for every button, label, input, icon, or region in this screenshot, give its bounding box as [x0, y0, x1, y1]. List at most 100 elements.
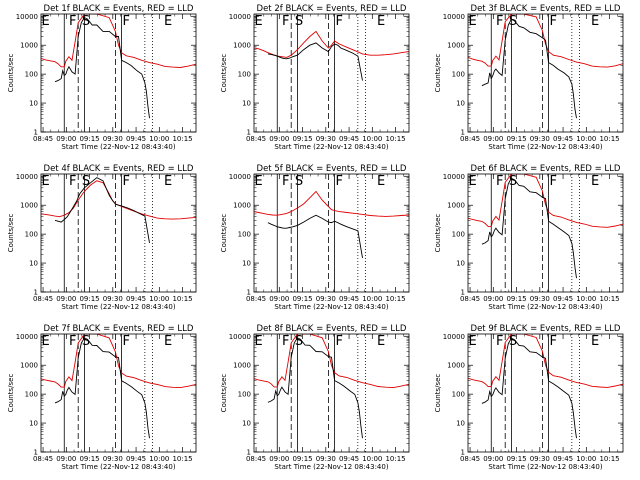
interval-marker: F	[336, 334, 343, 349]
y-axis-label: Counts/sec	[7, 54, 15, 93]
detector-plot-4: Det 4f BLACK = Events, RED = LLD Start Ti…	[7, 164, 197, 311]
x-tick-label: 08:45	[460, 135, 480, 143]
y-tick-label: 1	[247, 289, 251, 297]
y-tick-label: 10000	[443, 13, 465, 21]
x-tick-label: 09:00	[483, 455, 503, 463]
y-tick-label: 10	[456, 420, 465, 428]
x-tick-label: 10:00	[149, 455, 169, 463]
interval-marker: E	[255, 14, 263, 29]
x-axis-label: Start Time (22-Nov-12 08:43:40)	[488, 303, 602, 311]
x-tick-label: 08:45	[246, 135, 266, 143]
y-tick-label: 1	[461, 289, 465, 297]
x-tick-label: 09:45	[553, 295, 573, 303]
detector-plot-5: Det 5f BLACK = Events, RED = LLD Start Ti…	[220, 164, 410, 311]
y-tick-label: 1	[34, 289, 38, 297]
events-series-line	[481, 18, 577, 119]
events-series-line	[481, 337, 577, 439]
x-tick-label: 09:45	[553, 135, 573, 143]
x-tick-label: 08:45	[246, 455, 266, 463]
interval-marker: S	[509, 14, 517, 29]
x-tick-label: 08:45	[246, 295, 266, 303]
x-tick-label: 09:45	[126, 295, 146, 303]
interval-marker: F	[550, 334, 557, 349]
y-tick-label: 1	[247, 449, 251, 457]
interval-marker: S	[509, 174, 517, 189]
interval-marker: E	[377, 334, 385, 349]
y-tick-label: 10	[242, 100, 251, 108]
x-tick-label: 10:00	[149, 295, 169, 303]
plot-title: Det 7f BLACK = Events, RED = LLD	[44, 324, 194, 334]
plot-title: Det 3f BLACK = Events, RED = LLD	[471, 4, 621, 14]
detector-plot-9: Det 9f BLACK = Events, RED = LLD Start Ti…	[434, 324, 624, 471]
x-tick-label: 09:45	[339, 455, 359, 463]
x-axis-label: Start Time (22-Nov-12 08:43:40)	[274, 463, 388, 471]
plot-frame	[253, 13, 410, 133]
x-tick-label: 09:00	[269, 135, 289, 143]
x-tick-label: 09:00	[269, 455, 289, 463]
interval-marker: E	[377, 14, 385, 29]
y-tick-label: 1000	[233, 42, 251, 50]
x-axis-label: Start Time (22-Nov-12 08:43:40)	[274, 303, 388, 311]
x-tick-label: 09:15	[506, 295, 526, 303]
y-tick-label: 1000	[447, 202, 465, 210]
x-tick-label: 09:45	[126, 135, 146, 143]
plot-title: Det 6f BLACK = Events, RED = LLD	[471, 164, 621, 174]
detector-plot-1: Det 1f BLACK = Events, RED = LLD Start Ti…	[7, 4, 197, 151]
y-tick-label: 10000	[16, 13, 38, 21]
interval-marker: S	[295, 14, 303, 29]
events-series-line	[54, 17, 150, 119]
y-tick-label: 100	[238, 71, 251, 79]
x-tick-label: 09:15	[79, 455, 99, 463]
lld-series-line	[468, 174, 623, 228]
x-tick-label: 09:15	[79, 295, 99, 303]
x-tick-label: 10:15	[172, 295, 192, 303]
y-tick-label: 1000	[20, 42, 38, 50]
interval-marker: F	[496, 14, 503, 29]
events-series-line	[267, 337, 363, 439]
plot-title: Det 4f BLACK = Events, RED = LLD	[44, 164, 194, 174]
interval-marker: E	[255, 174, 263, 189]
y-axis-label: Counts/sec	[7, 374, 15, 413]
y-tick-label: 10000	[443, 173, 465, 181]
y-axis-label: Counts/sec	[220, 374, 228, 413]
x-tick-label: 10:15	[385, 135, 405, 143]
interval-marker: E	[469, 174, 477, 189]
x-tick-label: 10:00	[576, 455, 596, 463]
y-axis-label: Counts/sec	[434, 54, 442, 93]
x-axis-label: Start Time (22-Nov-12 08:43:40)	[274, 143, 388, 151]
interval-marker: S	[82, 14, 90, 29]
y-tick-label: 1	[34, 129, 38, 137]
y-tick-label: 10000	[229, 333, 251, 341]
interval-marker: F	[69, 14, 76, 29]
x-tick-label: 09:00	[56, 135, 76, 143]
x-tick-label: 09:00	[483, 295, 503, 303]
y-axis-label: Counts/sec	[220, 54, 228, 93]
plot-frame	[467, 333, 624, 453]
interval-marker: E	[42, 334, 50, 349]
interval-marker: E	[164, 334, 172, 349]
plot-title: Det 5f BLACK = Events, RED = LLD	[257, 164, 407, 174]
y-tick-label: 10000	[443, 333, 465, 341]
x-tick-label: 09:45	[339, 135, 359, 143]
plot-frame	[253, 333, 410, 453]
y-tick-label: 1000	[233, 362, 251, 370]
x-tick-label: 08:45	[33, 295, 53, 303]
lld-series-line	[41, 334, 196, 389]
plot-frame	[253, 173, 410, 293]
x-tick-label: 10:00	[362, 135, 382, 143]
plot-frame	[467, 173, 624, 293]
x-tick-label: 09:00	[56, 295, 76, 303]
x-tick-label: 09:45	[339, 295, 359, 303]
x-tick-label: 09:00	[269, 295, 289, 303]
plot-frame	[40, 13, 197, 133]
x-tick-label: 08:45	[460, 295, 480, 303]
plot-frame	[40, 173, 197, 293]
y-tick-label: 1	[461, 449, 465, 457]
lld-series-line	[468, 334, 623, 388]
y-tick-label: 10	[456, 260, 465, 268]
events-series-line	[267, 214, 363, 259]
interval-marker: E	[591, 334, 599, 349]
interval-marker: E	[164, 174, 172, 189]
x-tick-label: 09:30	[103, 135, 123, 143]
